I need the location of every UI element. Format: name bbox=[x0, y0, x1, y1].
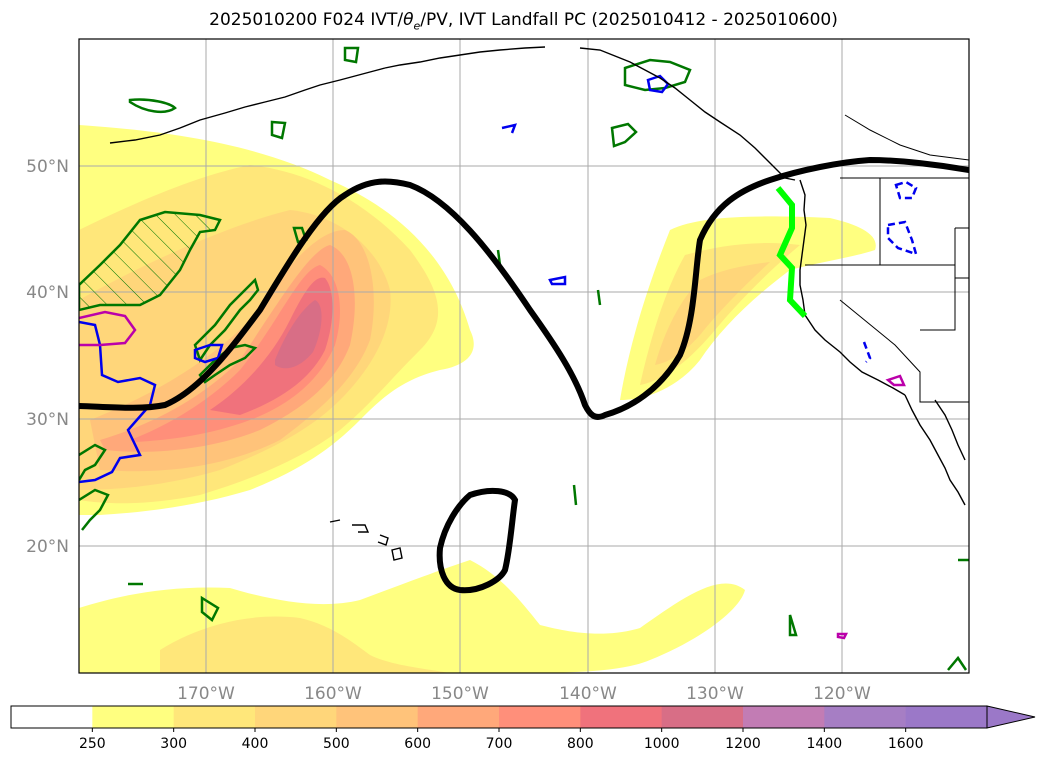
coastlines bbox=[109, 46, 969, 561]
blue-contour-mid bbox=[548, 275, 567, 286]
lon-tick-label: 140°W bbox=[559, 684, 617, 704]
colorbar-cell bbox=[580, 706, 663, 728]
border-states-4 bbox=[954, 227, 969, 279]
lon-tick-label: 160°W bbox=[304, 684, 362, 704]
coast-canada bbox=[844, 114, 969, 161]
lat-tick-labels: 50°N 40°N 30°N 20°N bbox=[26, 157, 69, 557]
lat-tick-label: 40°N bbox=[26, 283, 69, 303]
ivt-band-south-300 bbox=[160, 616, 450, 673]
colorbar-cell bbox=[661, 706, 744, 728]
title-theta-sub: e bbox=[413, 19, 421, 33]
green-contour-se bbox=[947, 655, 968, 671]
colorbar-cell bbox=[173, 706, 256, 728]
coast-aleutians bbox=[109, 67, 386, 144]
green-contour-alaska bbox=[623, 58, 692, 92]
colorbar-cell bbox=[743, 706, 825, 728]
map-frame bbox=[78, 38, 970, 674]
magenta-contour-east bbox=[885, 374, 906, 387]
colorbar-tick-label: 1200 bbox=[725, 736, 761, 752]
colorbar-tick-label: 250 bbox=[79, 736, 106, 752]
blue-contour-north bbox=[501, 123, 517, 134]
lat-tick-label: 30°N bbox=[26, 410, 69, 430]
colorbar-tick-label: 1400 bbox=[807, 736, 843, 752]
blue-contour-east-3 bbox=[862, 341, 872, 363]
lon-tick-labels: 170°W 160°W 150°W 140°W 130°W 120°W bbox=[177, 684, 871, 704]
coast-pacific-nw bbox=[799, 179, 807, 316]
coast-alaska-east bbox=[579, 47, 796, 181]
lat-tick-label: 20°N bbox=[26, 537, 69, 557]
green-contour-aleutian bbox=[270, 120, 287, 140]
lon-tick-label: 130°W bbox=[686, 684, 744, 704]
green-contour-mid-1 bbox=[596, 289, 602, 306]
colorbar-tick-label: 800 bbox=[567, 736, 594, 752]
colorbar-tick-label: 300 bbox=[160, 736, 187, 752]
lon-tick-label: 170°W bbox=[177, 684, 235, 704]
colorbar-tick-label: 600 bbox=[404, 736, 431, 752]
colorbar-ticks: 250 300 400 500 600 700 800 1000 1200 1400 1600 bbox=[79, 728, 924, 752]
title-prefix: 2025010200 F024 IVT/ bbox=[209, 10, 404, 30]
colorbar-cell bbox=[92, 706, 175, 728]
landfall-line bbox=[775, 186, 808, 319]
colorbar-tick-label: 500 bbox=[323, 736, 350, 752]
blue-contour-east-1 bbox=[894, 180, 918, 200]
coast-alaska-south bbox=[384, 46, 546, 69]
coast-hawaii bbox=[329, 519, 403, 561]
lon-tick-label: 150°W bbox=[431, 684, 489, 704]
colorbar-cell bbox=[11, 706, 93, 728]
colorbar: 250 300 400 500 600 700 800 1000 1200 1400 1600 bbox=[10, 705, 1036, 752]
ivt-band-main-1000 bbox=[275, 300, 322, 369]
pv-contour-main bbox=[79, 156, 969, 420]
colorbar-cell bbox=[255, 706, 337, 728]
colorbar-cells bbox=[11, 706, 988, 728]
colorbar-tick-label: 700 bbox=[486, 736, 513, 752]
green-contours bbox=[79, 46, 969, 671]
green-contour-north bbox=[128, 98, 177, 114]
lat-tick-label: 50°N bbox=[26, 157, 69, 177]
coast-california bbox=[804, 314, 906, 396]
title-theta: θ bbox=[403, 10, 414, 30]
pv-contour-loop bbox=[436, 487, 519, 594]
coast-gulf-california bbox=[934, 399, 966, 461]
colorbar-tick-label: 400 bbox=[242, 736, 269, 752]
green-contour-mid-2 bbox=[572, 484, 578, 506]
ivt-band-main-800 bbox=[210, 277, 333, 415]
magenta-contour-west bbox=[79, 310, 137, 347]
blue-contour-west-2 bbox=[193, 343, 224, 364]
colorbar-tick-label: 1000 bbox=[644, 736, 680, 752]
border-states-2 bbox=[880, 264, 956, 331]
green-contour-south-3 bbox=[788, 614, 798, 637]
coast-baja bbox=[904, 394, 966, 506]
green-contour-alaska-2 bbox=[610, 122, 638, 148]
colorbar-cell bbox=[905, 706, 988, 728]
blue-contours bbox=[79, 74, 918, 484]
green-contour-south-1 bbox=[200, 595, 220, 622]
colorbar-cell bbox=[417, 706, 500, 728]
map-area bbox=[79, 39, 969, 673]
colorbar-cell bbox=[336, 706, 419, 728]
green-contour-sw-2 bbox=[79, 488, 110, 531]
colorbar-cell bbox=[499, 706, 581, 728]
ivt-band-main-700 bbox=[130, 265, 340, 442]
colorbar-extend-arrow bbox=[986, 705, 1036, 729]
green-contour-hatched bbox=[79, 210, 222, 312]
lon-tick-label: 120°W bbox=[813, 684, 871, 704]
pv-contours bbox=[79, 156, 969, 594]
colorbar-tick-label: 1600 bbox=[888, 736, 924, 752]
green-contour-sw bbox=[79, 443, 107, 481]
gridlines bbox=[79, 39, 969, 673]
green-contour-small-2 bbox=[343, 46, 360, 64]
blue-contour-west bbox=[79, 320, 157, 484]
border-states-3 bbox=[839, 299, 969, 403]
green-contour-west-lobe bbox=[193, 277, 260, 363]
blue-contour-east-2 bbox=[886, 220, 918, 256]
map-title: 2025010200 F024 IVT/θe/PV, IVT Landfall … bbox=[0, 10, 1047, 32]
magenta-contours bbox=[79, 310, 906, 640]
title-suffix: /PV, IVT Landfall PC (2025010412 - 20250… bbox=[420, 10, 838, 30]
magenta-contour-south bbox=[836, 632, 849, 640]
colorbar-cell bbox=[824, 706, 907, 728]
